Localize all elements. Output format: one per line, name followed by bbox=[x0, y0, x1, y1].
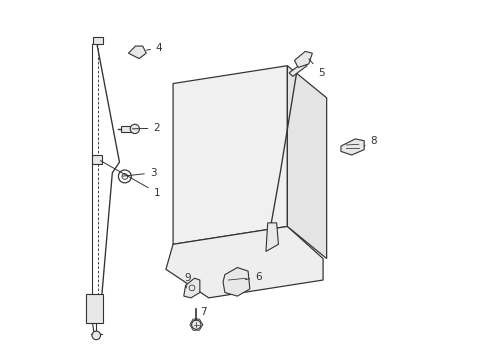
Text: 1: 1 bbox=[100, 161, 160, 198]
Polygon shape bbox=[93, 37, 103, 44]
Circle shape bbox=[130, 124, 139, 134]
Text: 5: 5 bbox=[308, 59, 324, 78]
Bar bbox=[121, 126, 135, 132]
Circle shape bbox=[191, 320, 201, 329]
Polygon shape bbox=[183, 278, 200, 298]
Text: 6: 6 bbox=[245, 272, 261, 282]
Polygon shape bbox=[92, 155, 102, 164]
Polygon shape bbox=[173, 66, 287, 244]
Polygon shape bbox=[288, 62, 306, 76]
Polygon shape bbox=[340, 139, 364, 155]
Polygon shape bbox=[223, 267, 249, 296]
Text: 4: 4 bbox=[146, 43, 162, 53]
Text: 3: 3 bbox=[122, 168, 156, 178]
Polygon shape bbox=[294, 51, 312, 67]
Polygon shape bbox=[85, 294, 103, 323]
Polygon shape bbox=[128, 46, 146, 59]
Text: 2: 2 bbox=[132, 123, 160, 133]
Circle shape bbox=[92, 331, 101, 340]
Polygon shape bbox=[165, 226, 323, 298]
Text: 8: 8 bbox=[364, 136, 376, 146]
Polygon shape bbox=[265, 223, 278, 251]
Text: 9: 9 bbox=[184, 273, 190, 288]
Text: 7: 7 bbox=[196, 307, 206, 319]
Polygon shape bbox=[287, 66, 326, 258]
